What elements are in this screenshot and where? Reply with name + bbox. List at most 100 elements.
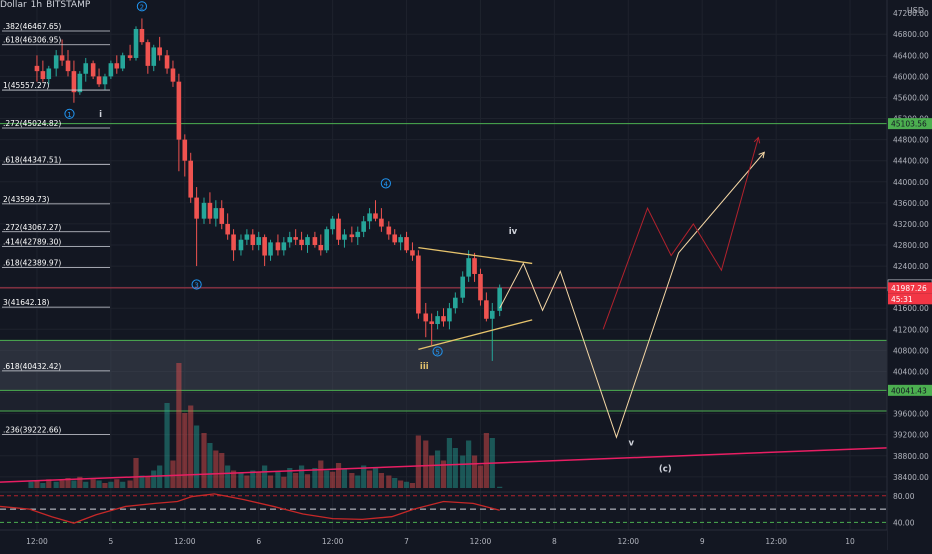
trendline [0,447,888,483]
wave-label: 3 [194,282,198,290]
volume-bar [452,448,458,488]
candle-body [435,316,440,325]
price-axis-bg [887,0,932,550]
wave-label: 4 [384,180,389,188]
volume-bar [139,475,145,488]
candle-body [453,297,458,309]
volume-bar [267,475,274,488]
wave-label: v [628,439,634,449]
volume-bar [188,405,194,488]
volume-bar [164,403,170,488]
wave-label: iii [420,362,429,372]
time-tick-label: 12:00 [765,537,787,546]
volume-bar [378,473,385,488]
volume-bar [46,479,52,488]
volume-bar [213,450,219,488]
support-zone [0,340,887,391]
candle-body [398,237,403,243]
candle-body [262,237,267,256]
volume-bar [151,470,157,488]
fib-label: .414(42789.30) [3,238,61,247]
candle-body [312,237,318,245]
fib-label: .618(40432.42) [3,362,61,371]
fib-levels: .382(46467.65) .618(46306.95) 1(45557.27).… [2,22,110,436]
candle-body [367,213,372,222]
time-tick-label: 8 [552,537,557,546]
candle-body [219,208,225,224]
candle-body [466,258,471,277]
price-tick-label: 47200.00 [893,9,929,18]
time-tick-label: 9 [700,537,705,546]
price-tick-label: 42800.00 [893,241,929,250]
candle-body [170,68,176,82]
price-tick-label: 46400.00 [893,51,929,60]
price-label-text: 45:31 [891,295,913,304]
price-tick-label: 43600.00 [893,199,929,208]
volume-bar [287,468,293,488]
wave-circle [380,178,391,189]
candle-body [133,28,139,58]
candle-body [349,234,355,238]
candle-body [40,71,46,80]
volume-bar [460,455,466,488]
candle-body [429,321,434,325]
volume-bar [182,413,188,488]
candle-body [287,237,293,243]
volume-bar [244,475,250,488]
candle-body [34,65,40,72]
symbol-text: Dollar [0,0,27,10]
candle-body [293,237,298,240]
wave-circle [191,279,202,290]
volume-bar [230,470,237,488]
volume-bar [53,481,59,488]
candle-body [392,234,398,243]
price-tick-label: 44000.00 [893,178,929,187]
price-tick-label: 41200.00 [893,325,929,334]
volume-bar [71,480,77,488]
price-tick-label: 44400.00 [893,157,929,166]
volume-bar [238,473,244,488]
candle-body [299,239,304,245]
volume-bar [28,481,34,488]
candle-body [182,139,188,161]
candle-body [53,55,59,69]
symbol-header[interactable]: Dollar 1h BITSTAMP [0,0,94,14]
fib-label: .272(43067.27) [3,223,61,232]
candle-body [484,300,489,319]
candle-body [238,239,244,251]
wave-label: i [99,110,102,120]
candle-body [90,63,96,77]
volume-bar [83,481,89,488]
volume-bar [157,465,163,488]
candle-body [213,208,219,219]
candle-body [416,255,421,314]
volume-bar [96,480,102,488]
fib-label: 2(43599.73) [3,195,49,204]
time-tick-label: 12:00 [470,537,492,546]
volume-bar [366,470,373,488]
indicator-tick-label: 40.00 [893,518,915,527]
wave-circle [432,346,443,357]
price-axis: 47200.00 46800.00 46400.00 46000.00 45600.00… [886,0,932,550]
volume-bar [120,481,126,488]
drawings [0,136,888,483]
projection-arrow-red [753,136,761,144]
projection-path-red [602,137,759,330]
candle-body [244,234,250,240]
fib-label: .618(44347.51) [3,155,61,164]
volume-bar [293,473,299,488]
price-tick-label: 38400.00 [893,473,929,482]
projection-arrow-orange [758,151,765,159]
volume-bar [434,450,441,488]
candle-body [275,242,281,251]
candle-body [96,76,102,85]
price-tick-label: 45600.00 [893,93,929,102]
candle-body [489,310,495,319]
candle-body [46,68,52,80]
price-tick-label: 39200.00 [893,431,929,440]
volume-bar [207,443,213,488]
fib-label: 3(41642.18) [3,298,49,307]
candle-body [127,55,133,58]
